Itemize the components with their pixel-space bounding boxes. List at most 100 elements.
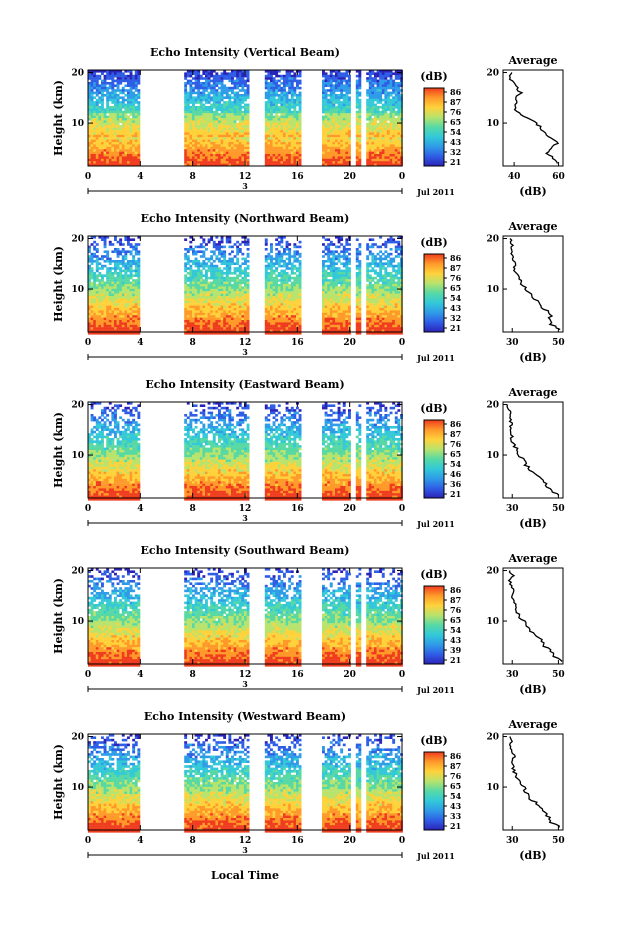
heatmap-cell: [98, 329, 102, 333]
heatmap-cell: [215, 288, 219, 292]
heatmap-cell: [124, 113, 128, 116]
heatmap-cell: [101, 70, 104, 73]
heatmap-cell: [111, 320, 115, 323]
heatmap-cell: [394, 98, 398, 102]
heatmap-cell: [285, 103, 289, 107]
heatmap-cell: [220, 329, 224, 333]
heatmap-cell: [368, 142, 372, 145]
heatmap-cell: [241, 74, 245, 78]
heatmap-cell: [132, 120, 136, 123]
heatmap-cell: [111, 146, 115, 150]
heatmap-cell: [228, 154, 232, 157]
heatmap-cell: [264, 284, 268, 287]
heatmap-cell: [322, 70, 325, 73]
heatmap-cell: [267, 70, 271, 73]
heatmap-cell: [223, 245, 227, 249]
heatmap-cell: [98, 146, 102, 150]
heatmap-cell: [392, 118, 396, 121]
heatmap-cell: [90, 74, 94, 78]
heatmap-cell: [111, 149, 115, 152]
heatmap-cell: [199, 137, 203, 140]
heatmap-cell: [264, 240, 268, 244]
heatmap-cell: [241, 320, 245, 323]
heatmap-cell: [103, 250, 107, 253]
heatmap-cell: [397, 127, 401, 131]
heatmap-cell: [189, 151, 193, 155]
heatmap-cell: [129, 110, 133, 114]
heatmap-cell: [114, 151, 117, 155]
heatmap-cell: [137, 312, 141, 316]
heatmap-cell: [189, 122, 193, 126]
heatmap-cell: [366, 139, 370, 143]
heatmap-cell: [114, 149, 117, 152]
heatmap-cell: [264, 96, 268, 99]
heatmap-cell: [246, 243, 250, 246]
heatmap-cell: [392, 139, 396, 143]
heatmap-cell: [348, 115, 351, 119]
heatmap-cell: [368, 115, 372, 119]
heatmap-cell: [270, 264, 273, 268]
heatmap-cell: [207, 276, 211, 280]
heatmap-cell: [233, 106, 237, 109]
heatmap-cell: [111, 274, 115, 277]
heatmap-cell: [277, 243, 281, 246]
heatmap-cell: [129, 120, 133, 123]
heatmap-cell: [358, 130, 362, 133]
heatmap-cell: [205, 94, 208, 97]
heatmap-cell: [241, 262, 245, 265]
heatmap-cell: [270, 250, 273, 253]
heatmap-cell: [184, 315, 188, 318]
heatmap-cell: [374, 94, 377, 97]
heatmap-cell: [210, 300, 214, 304]
heatmap-cell: [272, 291, 276, 294]
heatmap-cell: [223, 324, 227, 328]
heatmap-cell: [124, 115, 128, 119]
heatmap-cell: [394, 120, 398, 123]
heatmap-cell: [212, 74, 216, 78]
heatmap-cell: [218, 272, 221, 275]
heatmap-cell: [103, 161, 107, 164]
heatmap-cell: [101, 286, 104, 289]
heatmap-cell: [127, 137, 130, 140]
heatmap-cell: [337, 127, 341, 131]
heatmap-cell: [275, 106, 279, 109]
heatmap-cell: [246, 305, 250, 309]
heatmap-cell: [355, 94, 359, 97]
heatmap-cell: [368, 101, 372, 104]
heatmap-cell: [228, 317, 232, 321]
heatmap-cell: [207, 298, 211, 301]
heatmap-cell: [197, 70, 201, 73]
heatmap-cell: [233, 132, 237, 135]
heatmap-cell: [197, 310, 201, 313]
heatmap-cell: [95, 264, 99, 268]
heatmap-cell: [215, 130, 219, 133]
heatmap-cell: [392, 110, 396, 114]
heatmap-cell: [129, 70, 133, 73]
heatmap-cell: [220, 125, 224, 128]
heatmap-cell: [93, 84, 97, 87]
heatmap-cell: [236, 113, 240, 116]
heatmap-cell: [225, 127, 229, 131]
heatmap-cell: [267, 296, 271, 299]
heatmap-cell: [238, 103, 242, 107]
heatmap-cell: [345, 118, 349, 121]
heatmap-cell: [93, 293, 97, 297]
heatmap-cell: [296, 103, 299, 107]
heatmap-cell: [116, 315, 120, 318]
heatmap-cell: [137, 151, 141, 155]
heatmap-cell: [277, 327, 281, 330]
heatmap-cell: [368, 144, 372, 147]
heatmap-cell: [340, 74, 344, 78]
heatmap-cell: [280, 137, 284, 140]
heatmap-cell: [332, 91, 336, 95]
heatmap-cell: [394, 86, 398, 90]
heatmap-cell: [264, 158, 268, 162]
heatmap-cell: [101, 276, 104, 280]
heatmap-cell: [392, 161, 396, 164]
heatmap-cell: [220, 293, 224, 297]
heatmap-cell: [90, 272, 94, 275]
heatmap-cell: [192, 89, 195, 92]
heatmap-cell: [394, 89, 398, 92]
heatmap-cell: [392, 106, 396, 109]
heatmap-cell: [220, 86, 224, 90]
